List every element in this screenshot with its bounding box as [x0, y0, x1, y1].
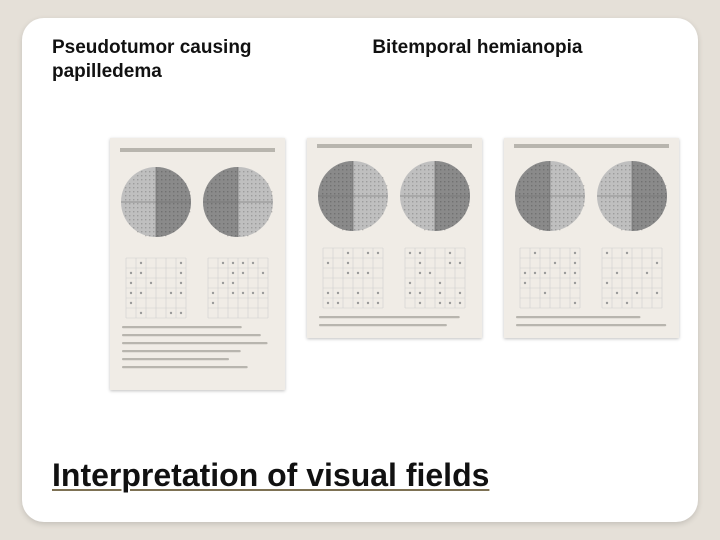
header-row: Pseudotumor causing papilledema Bitempor… [22, 18, 698, 84]
header-right-text: Bitemporal hemianopia [372, 37, 582, 58]
slide-title: Interpretation of visual fields [52, 457, 489, 494]
header-right: Bitemporal hemianopia [362, 36, 668, 84]
header-left-line1: Pseudotumor causing [52, 37, 252, 58]
slide-card: Pseudotumor causing papilledema Bitempor… [22, 18, 698, 522]
images-row [22, 138, 698, 390]
slide-title-text: Interpretation of visual fields [52, 457, 489, 493]
scan-pseudotumor [110, 138, 285, 390]
header-left: Pseudotumor causing papilledema [52, 36, 348, 84]
slide-outer: Pseudotumor causing papilledema Bitempor… [0, 0, 720, 540]
scan-bitemporal-right [504, 138, 679, 338]
header-left-line2: papilledema [52, 61, 162, 82]
scan-bitemporal-left [307, 138, 482, 338]
